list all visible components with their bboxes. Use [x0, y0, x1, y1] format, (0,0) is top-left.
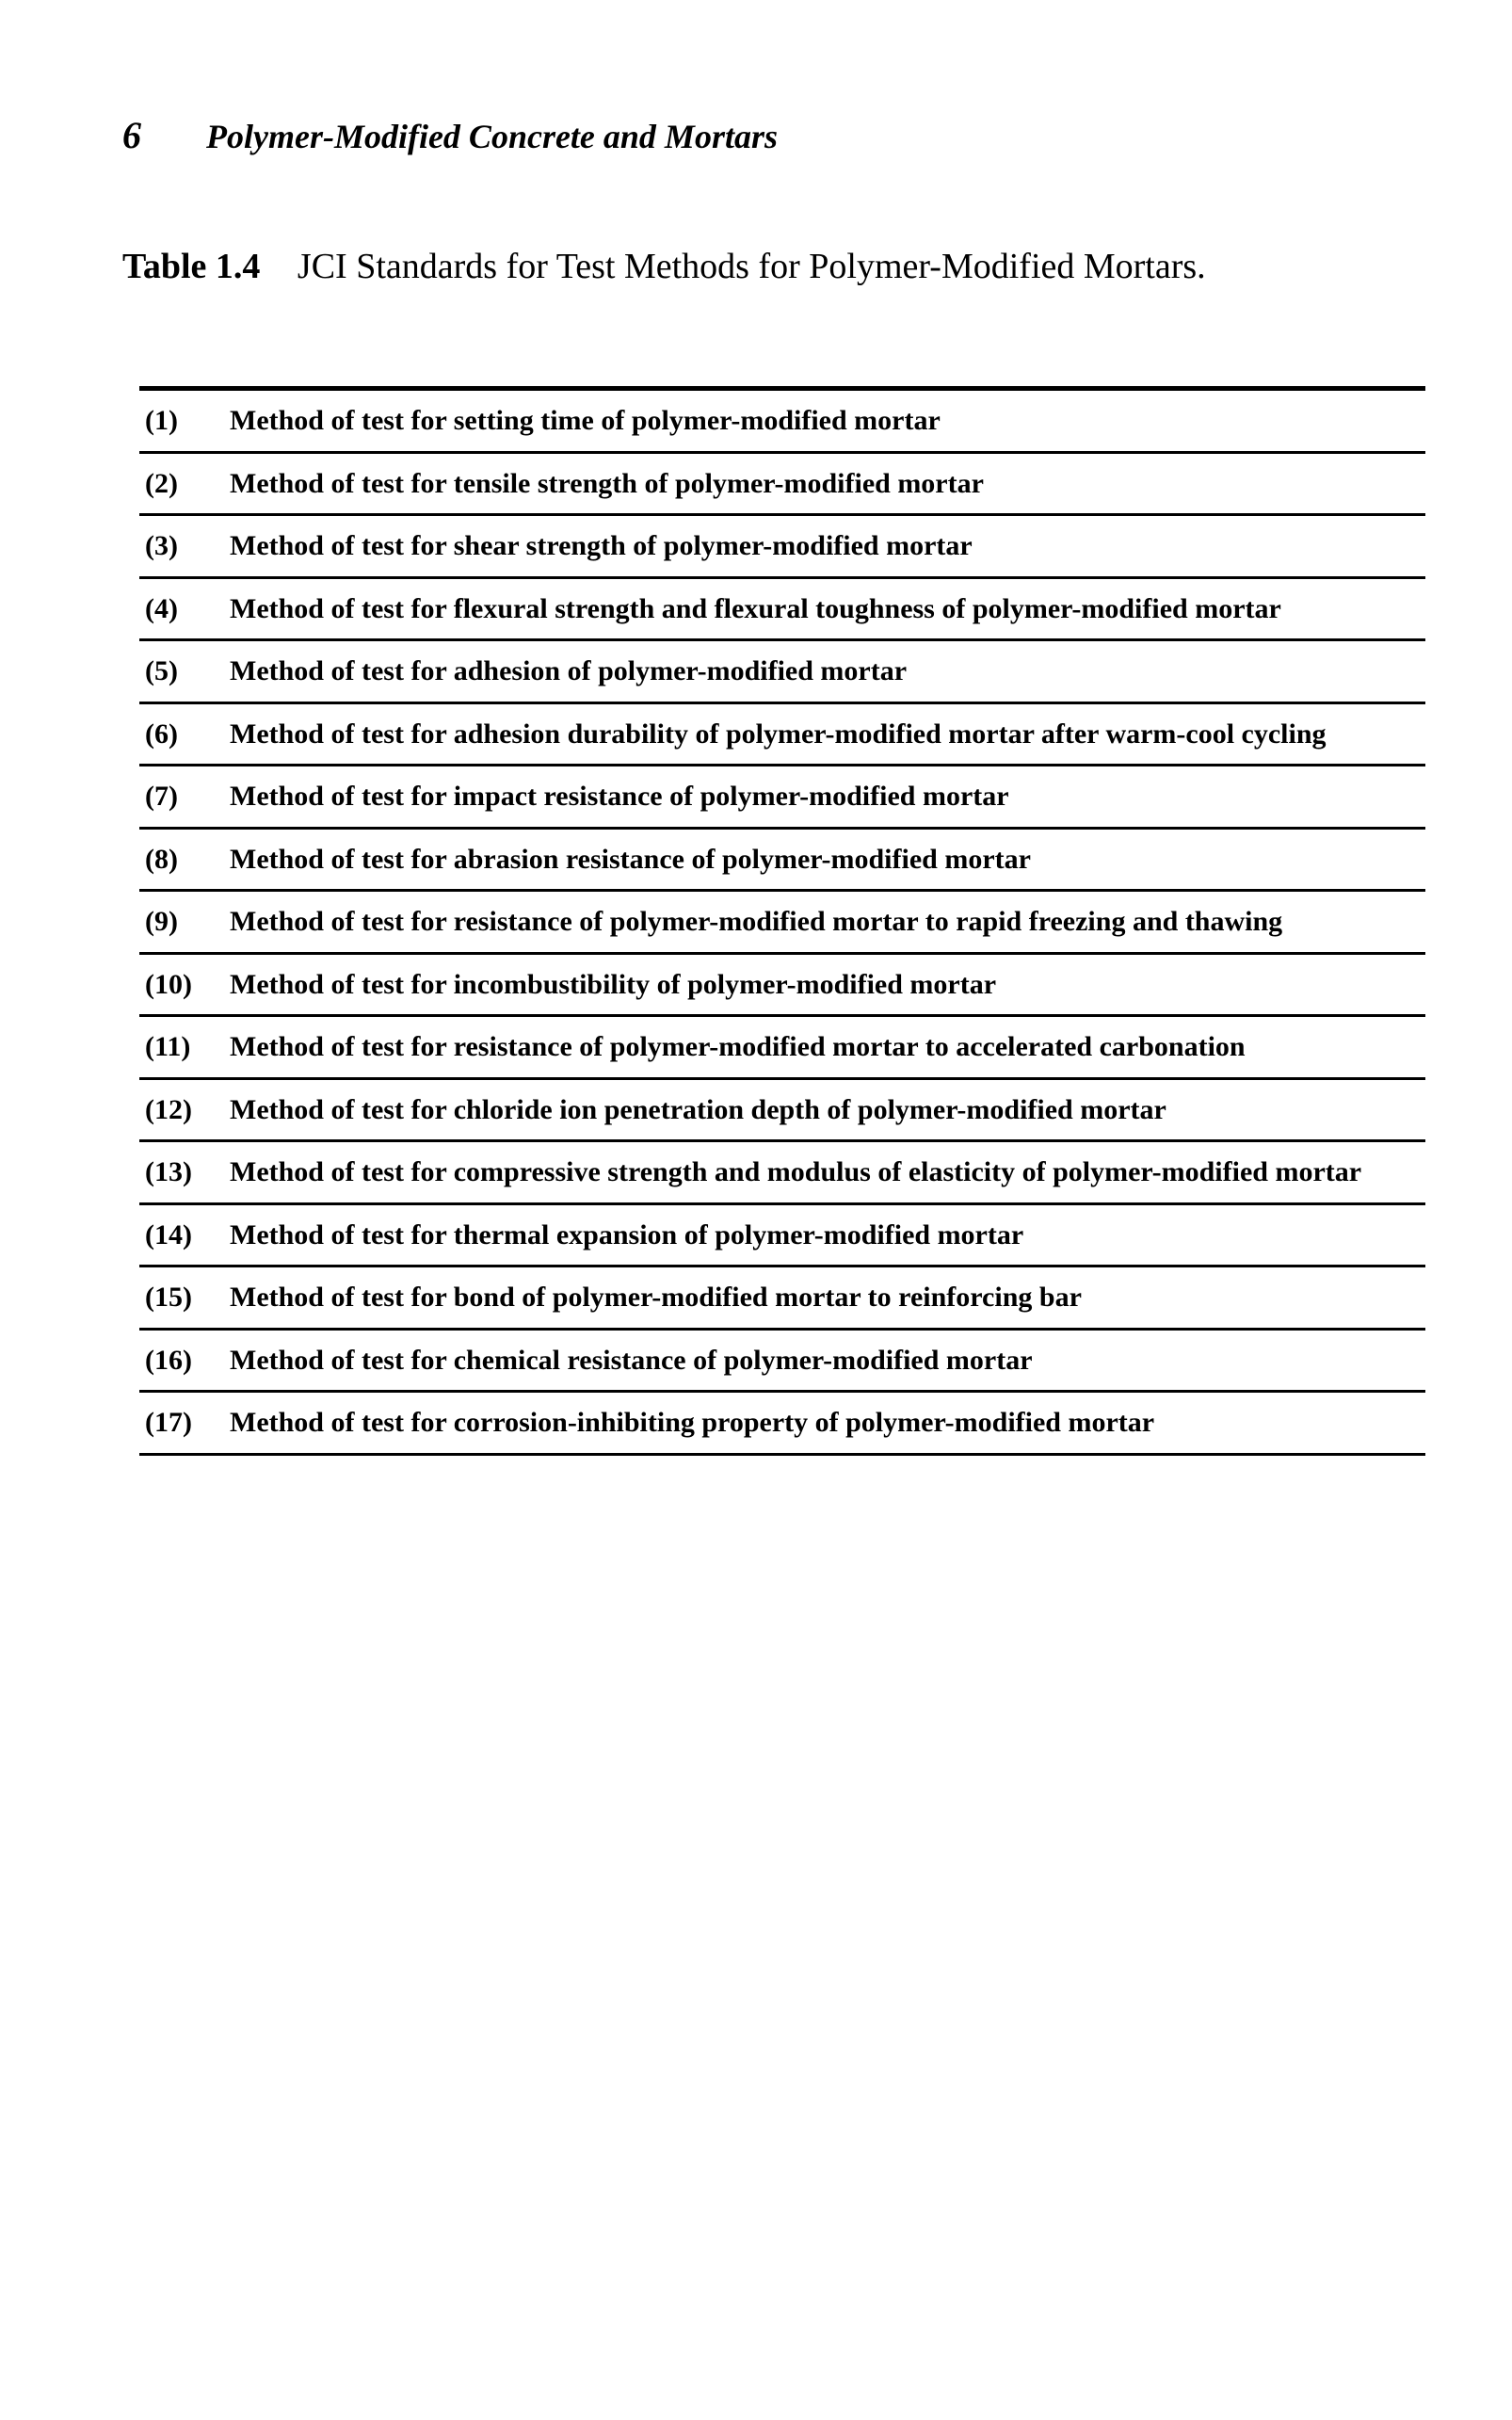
table-row: (16)Method of test for chemical resistan… [139, 1329, 1425, 1392]
table-row: (13)Method of test for compressive stren… [139, 1141, 1425, 1204]
row-description: Method of test for incombustibility of p… [224, 953, 1425, 1016]
running-header: 6 Polymer-Modified Concrete and Mortars [122, 113, 1408, 157]
row-number: (13) [139, 1141, 224, 1204]
row-number: (16) [139, 1329, 224, 1392]
row-number: (15) [139, 1266, 224, 1330]
row-description: Method of test for shear strength of pol… [224, 515, 1425, 578]
table-row: (17)Method of test for corrosion-inhibit… [139, 1392, 1425, 1455]
row-number: (1) [139, 389, 224, 453]
table-row: (10)Method of test for incombustibility … [139, 953, 1425, 1016]
row-description: Method of test for bond of polymer-modif… [224, 1266, 1425, 1330]
table-caption: Table 1.4 JCI Standards for Test Methods… [122, 242, 1408, 292]
caption-text: JCI Standards for Test Methods for Polym… [298, 247, 1206, 286]
table-row: (4)Method of test for flexural strength … [139, 577, 1425, 640]
row-description: Method of test for chloride ion penetrat… [224, 1078, 1425, 1141]
table-row: (6)Method of test for adhesion durabilit… [139, 702, 1425, 766]
row-number: (5) [139, 640, 224, 703]
row-number: (4) [139, 577, 224, 640]
page-number: 6 [122, 113, 141, 157]
table-row: (15)Method of test for bond of polymer-m… [139, 1266, 1425, 1330]
table-row: (2)Method of test for tensile strength o… [139, 452, 1425, 515]
row-number: (8) [139, 828, 224, 891]
table-row: (8)Method of test for abrasion resistanc… [139, 828, 1425, 891]
page: 6 Polymer-Modified Concrete and Mortars … [0, 0, 1512, 2420]
row-description: Method of test for compressive strength … [224, 1141, 1425, 1204]
standards-table-body: (1)Method of test for setting time of po… [139, 389, 1425, 1455]
table-row: (11)Method of test for resistance of pol… [139, 1016, 1425, 1079]
table-row: (14)Method of test for thermal expansion… [139, 1203, 1425, 1266]
row-description: Method of test for flexural strength and… [224, 577, 1425, 640]
table-row: (7)Method of test for impact resistance … [139, 766, 1425, 829]
standards-table: (1)Method of test for setting time of po… [139, 386, 1425, 1456]
caption-label: Table 1.4 [122, 247, 260, 286]
row-description: Method of test for corrosion-inhibiting … [224, 1392, 1425, 1455]
table-row: (5)Method of test for adhesion of polyme… [139, 640, 1425, 703]
row-number: (3) [139, 515, 224, 578]
table-row: (12)Method of test for chloride ion pene… [139, 1078, 1425, 1141]
row-description: Method of test for setting time of polym… [224, 389, 1425, 453]
running-title: Polymer-Modified Concrete and Mortars [206, 118, 778, 155]
table-row: (3)Method of test for shear strength of … [139, 515, 1425, 578]
table-row: (1)Method of test for setting time of po… [139, 389, 1425, 453]
row-description: Method of test for adhesion of polymer-m… [224, 640, 1425, 703]
row-description: Method of test for tensile strength of p… [224, 452, 1425, 515]
row-number: (7) [139, 766, 224, 829]
row-description: Method of test for resistance of polymer… [224, 1016, 1425, 1079]
row-description: Method of test for abrasion resistance o… [224, 828, 1425, 891]
row-number: (12) [139, 1078, 224, 1141]
row-description: Method of test for impact resistance of … [224, 766, 1425, 829]
row-description: Method of test for resistance of polymer… [224, 891, 1425, 954]
row-description: Method of test for thermal expansion of … [224, 1203, 1425, 1266]
row-number: (10) [139, 953, 224, 1016]
row-number: (14) [139, 1203, 224, 1266]
row-number: (6) [139, 702, 224, 766]
row-description: Method of test for adhesion durability o… [224, 702, 1425, 766]
table-row: (9)Method of test for resistance of poly… [139, 891, 1425, 954]
row-number: (17) [139, 1392, 224, 1455]
row-number: (11) [139, 1016, 224, 1079]
row-number: (2) [139, 452, 224, 515]
row-description: Method of test for chemical resistance o… [224, 1329, 1425, 1392]
row-number: (9) [139, 891, 224, 954]
